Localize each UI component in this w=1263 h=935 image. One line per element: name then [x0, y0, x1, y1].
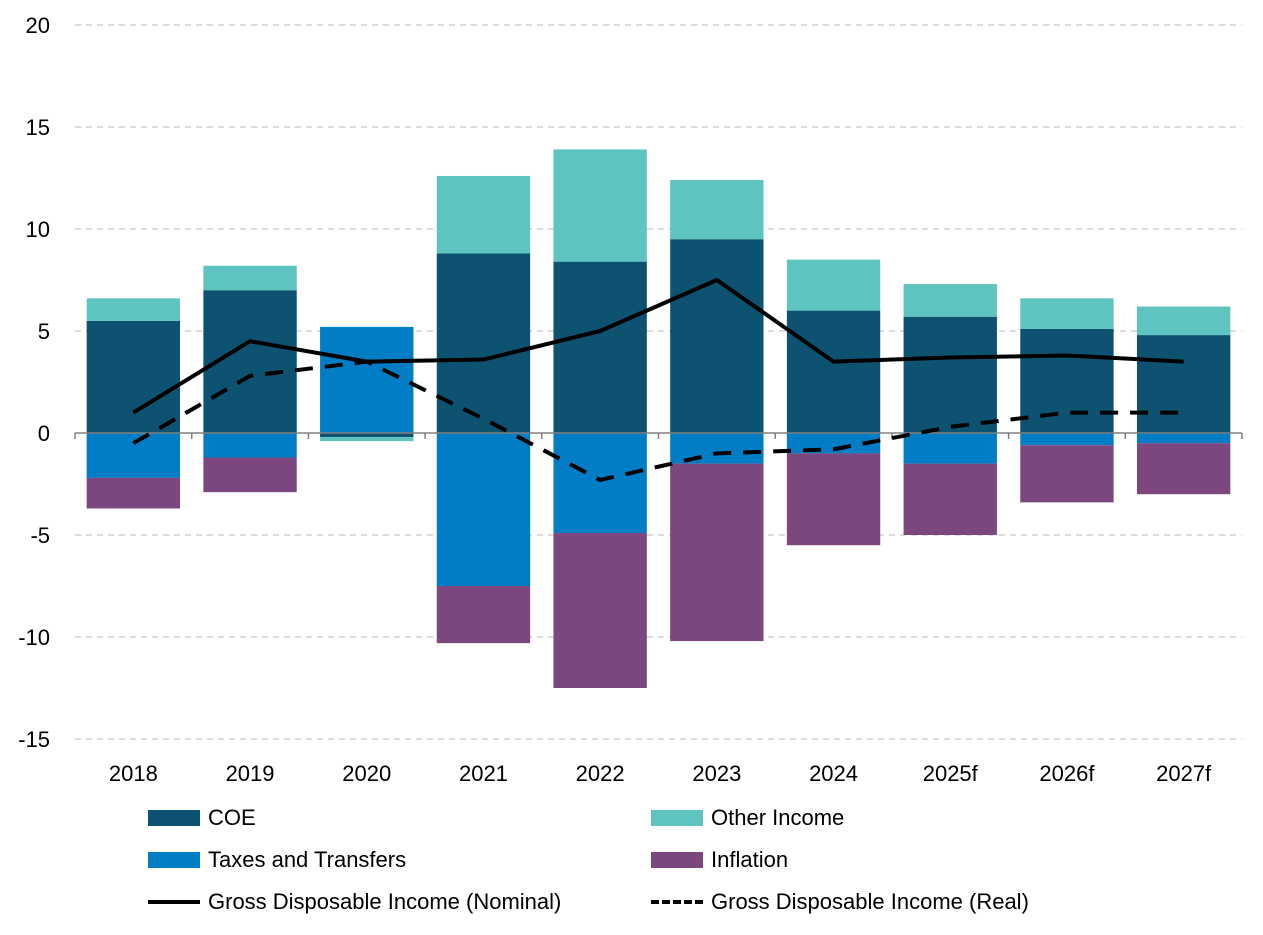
legend-item-taxes: Taxes and Transfers	[148, 845, 406, 875]
bar-other-income-2021	[436, 175, 531, 254]
legend-label-nominal: Gross Disposable Income (Nominal)	[208, 889, 562, 914]
bar-coe-2027f	[1136, 335, 1231, 433]
legend-swatch-real	[651, 900, 703, 904]
bar-inflation-2026f	[1020, 445, 1114, 503]
y-tick-label: 5	[38, 319, 50, 344]
income-lines	[132, 278, 1184, 482]
bar-taxes-and-transfers-2022	[553, 433, 647, 533]
legend-label-real: Gross Disposable Income (Real)	[711, 889, 1029, 914]
legend-label-taxes: Taxes and Transfers	[208, 847, 407, 872]
x-tick-label: 2021	[459, 761, 508, 786]
bar-other-income-2024	[786, 259, 881, 311]
y-tick-label: -10	[18, 625, 50, 650]
y-tick-label: -15	[18, 727, 50, 752]
bar-other-income-2022	[553, 149, 647, 262]
bar-coe-2026f	[1020, 328, 1114, 433]
bar-taxes-and-transfers-2019	[203, 433, 297, 458]
legend-swatch-inflation	[651, 852, 703, 868]
line-gross-disposable-income-nominal-	[132, 278, 1184, 415]
bar-inflation-2023	[670, 463, 764, 642]
bar-taxes-and-transfers-2018	[86, 433, 181, 478]
x-tick-label: 2018	[109, 761, 158, 786]
y-tick-label: 20	[26, 13, 50, 38]
bar-coe-2021	[436, 253, 531, 433]
bar-inflation-2027f	[1136, 443, 1231, 495]
bar-coe-2020	[320, 433, 414, 438]
x-axis-ticks: 2018 2019 2020 2021 2022 2023 2024 2025f 2026f 20…	[109, 761, 1212, 786]
bar-taxes-and-transfers-2021	[436, 433, 531, 586]
y-tick-label: 10	[26, 217, 50, 242]
bar-other-income-2025f	[903, 284, 997, 317]
bar-inflation-2018	[86, 477, 181, 509]
stacked-bar-chart: -15 -10 -5 0 5 10 15 20 2018 2019 2020 2021 2022 202…	[18, 13, 1243, 786]
x-axis	[74, 432, 1243, 439]
legend-label-inflation: Inflation	[711, 847, 789, 872]
legend-item-inflation: Inflation	[651, 845, 788, 875]
bar-coe-2022	[553, 261, 647, 433]
x-tick-label: 2023	[692, 761, 741, 786]
y-tick-label: 15	[26, 115, 50, 140]
line-gross-disposable-income-real-	[132, 359, 1184, 482]
bar-other-income-2019	[203, 265, 297, 291]
bar-coe-2023	[670, 239, 764, 433]
bar-taxes-and-transfers-2025f	[903, 433, 997, 464]
bar-taxes-and-transfers-2020	[320, 326, 414, 433]
legend-item-nominal: Gross Disposable Income (Nominal)	[148, 887, 561, 917]
legend-swatch-other-income	[651, 810, 703, 826]
bar-coe-2025f	[903, 316, 997, 433]
legend-item-coe: COE	[148, 803, 256, 833]
legend-swatch-taxes	[148, 852, 200, 868]
x-tick-label: 2027f	[1156, 761, 1212, 786]
legend-swatch-coe	[148, 810, 200, 826]
x-tick-label: 2022	[576, 761, 625, 786]
x-tick-label: 2019	[226, 761, 275, 786]
bar-other-income-2026f	[1020, 298, 1114, 329]
bar-inflation-2021	[436, 586, 531, 644]
legend: COE Other Income Taxes and Transfers Inf…	[0, 795, 1263, 930]
bar-coe-2018	[86, 320, 181, 433]
legend-label-other-income: Other Income	[711, 805, 845, 830]
bar-coe-2024	[786, 310, 881, 433]
x-tick-label: 2025f	[923, 761, 979, 786]
bar-other-income-2020	[320, 437, 414, 442]
legend-label-coe: COE	[208, 805, 256, 830]
bar-inflation-2022	[553, 532, 647, 688]
legend-item-real: Gross Disposable Income (Real)	[651, 887, 1029, 917]
bar-taxes-and-transfers-2026f	[1020, 433, 1114, 446]
x-tick-label: 2026f	[1039, 761, 1095, 786]
x-tick-label: 2020	[342, 761, 391, 786]
bar-taxes-and-transfers-2027f	[1136, 433, 1231, 444]
legend-swatch-nominal	[148, 900, 200, 904]
bars	[86, 149, 1231, 688]
y-tick-label: -5	[30, 523, 50, 548]
y-axis-ticks: -15 -10 -5 0 5 10 15 20	[18, 13, 50, 752]
legend-item-other-income: Other Income	[651, 803, 844, 833]
bar-inflation-2024	[786, 453, 881, 546]
bar-inflation-2019	[203, 457, 297, 493]
bar-other-income-2023	[670, 180, 764, 240]
bar-inflation-2025f	[903, 463, 997, 535]
x-tick-label: 2024	[809, 761, 858, 786]
bar-other-income-2018	[86, 298, 181, 321]
bar-other-income-2027f	[1136, 306, 1231, 336]
y-tick-label: 0	[38, 421, 50, 446]
